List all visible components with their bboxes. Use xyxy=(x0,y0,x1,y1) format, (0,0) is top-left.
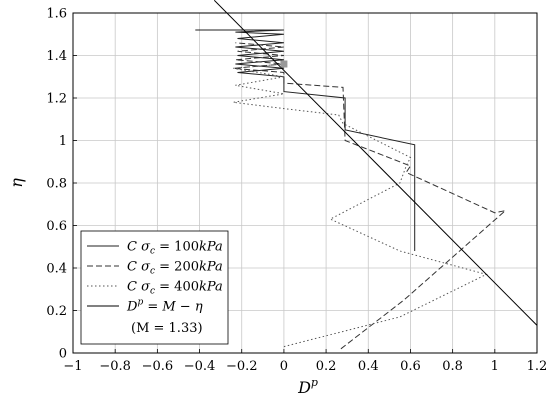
x-tick-label: −0.6 xyxy=(142,359,174,374)
y-tick-label: 1.2 xyxy=(46,92,67,107)
x-tick-label: 0 xyxy=(280,359,288,374)
legend-label: C σc = 100kPa xyxy=(127,240,223,257)
x-tick-label: 1.2 xyxy=(527,359,548,374)
data-marker xyxy=(280,60,288,68)
x-tick-label: 0.4 xyxy=(358,359,379,374)
y-tick-label: 1.4 xyxy=(46,49,67,64)
y-tick-label: 1.6 xyxy=(46,7,67,22)
x-axis-label: Dp xyxy=(297,376,318,397)
legend-label: Dp = M − η xyxy=(126,298,203,315)
x-tick-label: 0.2 xyxy=(316,359,337,374)
y-tick-label: 0.4 xyxy=(46,262,67,277)
y-tick-label: 0.6 xyxy=(46,219,67,234)
x-tick-label: −0.4 xyxy=(184,359,216,374)
series-line-0 xyxy=(195,29,416,251)
y-tick-label: 0 xyxy=(59,347,67,362)
series-line-1 xyxy=(233,42,508,350)
series-layer xyxy=(195,0,538,350)
legend-label: C σc = 200kPa xyxy=(127,260,223,277)
y-tick-label: 1 xyxy=(59,134,67,149)
x-tick-label: −0.8 xyxy=(99,359,131,374)
series-line-2 xyxy=(233,63,488,348)
y-axis-label: η xyxy=(7,178,26,188)
legend: C σc = 100kPa C σc = 200kPa C σc = 400kPaD… xyxy=(80,230,229,345)
x-tick-label: −1 xyxy=(63,359,82,374)
x-tick-label: 0.8 xyxy=(442,359,463,374)
x-tick-label: 1 xyxy=(491,359,499,374)
series-line-3 xyxy=(213,0,538,326)
tick-layer: −1 −0.8 −0.6 −0.4 −0.2 0 0.2 0.4 0.6 0.8 1 1.2 0 0.2 0… xyxy=(46,7,547,375)
y-tick-label: 0.8 xyxy=(46,177,67,192)
x-tick-label: 0.6 xyxy=(400,359,421,374)
y-tick-label: 0.2 xyxy=(46,304,67,319)
x-tick-label: −0.2 xyxy=(226,359,258,374)
legend-label: C σc = 400kPa xyxy=(127,280,223,297)
legend-note: (M = 1.33) xyxy=(131,321,203,336)
legend-box xyxy=(80,230,229,345)
